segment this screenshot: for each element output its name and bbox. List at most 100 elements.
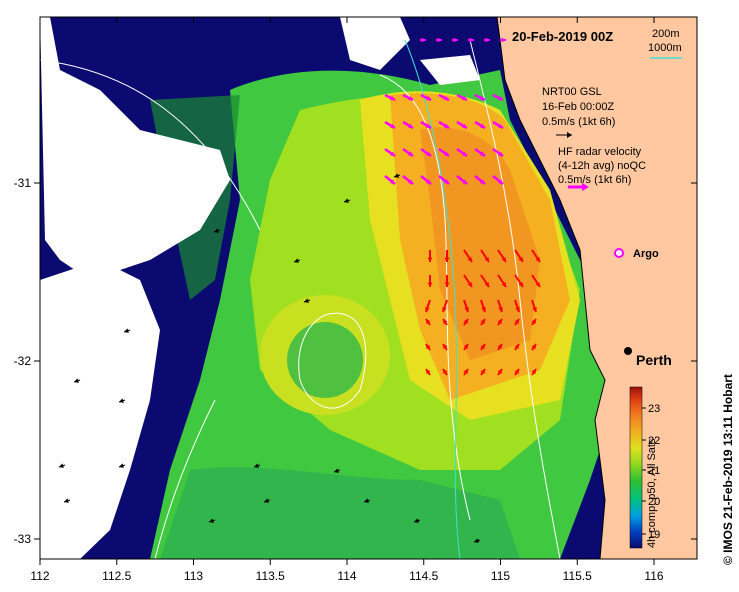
red-radar-arrow [497, 299, 503, 313]
red-radar-arrow [442, 299, 448, 313]
velocity-arrows [58, 37, 541, 543]
red-radar-arrow [531, 318, 537, 326]
radar-arrow [402, 147, 414, 158]
model-arrow [413, 518, 421, 523]
radar-arrow [438, 175, 450, 185]
red-radar-arrow [480, 318, 486, 326]
radar-arrow [384, 175, 396, 185]
land [496, 17, 697, 559]
eddy-contour [298, 312, 367, 409]
isobath-200m [40, 59, 261, 231]
radar-arrow [492, 120, 504, 130]
radar-arrow [474, 120, 486, 130]
radar-arrow [420, 147, 432, 158]
x-axis: 112 112.5 113 113.5 114 114.5 115 115.5 116 [30, 17, 664, 583]
depth-legend-200m: 200m [652, 28, 680, 40]
cloud-west [40, 260, 160, 559]
credit-label: © IMOS 21-Feb-2019 13:11 Hobart [721, 374, 735, 565]
red-radar-arrow [427, 275, 433, 287]
radar-arrow [384, 93, 396, 102]
model-legend-line3: 0.5m/s (1kt 6h) [542, 116, 615, 128]
radar-arrow [474, 147, 486, 158]
red-radar-arrow [425, 299, 431, 313]
radar-legend-arrow [568, 183, 589, 191]
radar-arrow [456, 147, 468, 158]
radar-arrow [438, 147, 450, 158]
red-radar-arrow [497, 343, 503, 351]
colorbar-tick-label: 21 [648, 465, 660, 477]
isobath-west [154, 399, 216, 559]
map-field [40, 17, 697, 559]
red-radar-arrow [463, 274, 473, 288]
model-arrow [118, 398, 126, 403]
red-radar-arrow [463, 318, 469, 326]
red-radar-arrow [531, 249, 541, 263]
x-tick-label: 115 [491, 569, 510, 583]
red-radar-arrow [497, 368, 503, 376]
x-tick-label: 114 [337, 569, 356, 583]
colorbar-ticks: 23 22 21 20 19 [642, 403, 660, 541]
colorbar-tick-label: 20 [648, 496, 660, 508]
cloud-top-2 [420, 55, 480, 85]
colorbar-label: 4h comp, p50, All Sats [646, 438, 658, 548]
isobath-1000m [404, 39, 461, 559]
red-radar-arrow [480, 299, 486, 313]
radar-arrow [474, 175, 486, 185]
x-tick-label: 112.5 [102, 569, 131, 583]
radar-legend-line1: HF radar velocity [558, 146, 642, 158]
red-radar-arrow [427, 250, 433, 262]
red-radar-arrow [531, 299, 537, 313]
radar-arrow [492, 147, 504, 158]
cloud-north [40, 17, 230, 280]
radar-arrow [420, 175, 432, 185]
x-tick-label: 115.5 [563, 569, 592, 583]
argo-marker [614, 248, 624, 258]
radar-arrow [420, 93, 432, 102]
radar-arrow [402, 175, 414, 185]
colorbar-tick-label: 19 [648, 529, 660, 541]
model-legend-arrow [556, 132, 572, 138]
x-tick-label: 114.5 [409, 569, 438, 583]
red-radar-arrow [480, 249, 490, 263]
eddy-core [287, 322, 363, 398]
red-radar-arrow [497, 274, 507, 288]
model-arrow [343, 198, 351, 203]
model-arrow [253, 463, 261, 468]
isobath-200m-3 [469, 39, 561, 559]
red-radar-arrow [425, 318, 431, 326]
colorbar-tick-label: 22 [648, 435, 660, 447]
red-radar-arrow [514, 274, 524, 288]
red-radar-arrow [531, 274, 541, 288]
red-radar-arrow [442, 343, 448, 351]
red-radar-arrow [514, 368, 520, 376]
y-tick-label: -31 [14, 176, 32, 190]
red-radar-arrow [514, 249, 524, 263]
radar-arrow [484, 37, 490, 43]
red-radar-arrow [497, 249, 507, 263]
red-radar-arrow [444, 250, 450, 262]
x-tick-label: 113.5 [256, 569, 285, 583]
model-arrow [473, 538, 481, 543]
model-arrow [58, 463, 66, 468]
red-radar-arrow [442, 318, 448, 326]
x-tick-label: 116 [644, 569, 663, 583]
radar-arrow [420, 37, 426, 43]
model-arrow [63, 498, 71, 503]
red-radar-arrow [480, 274, 490, 288]
argo-label: Argo [633, 248, 659, 260]
perth-marker [624, 347, 632, 355]
model-arrow [393, 173, 401, 178]
date-label: 20-Feb-2019 00Z [512, 29, 613, 44]
red-radar-arrow [480, 343, 486, 351]
colorbar [629, 386, 643, 549]
x-tick-label: 113 [184, 569, 203, 583]
model-arrow [303, 298, 311, 303]
red-radar-arrow [425, 368, 431, 376]
depth-legend-1000m: 1000m [648, 42, 682, 54]
isobath-200m-2 [379, 74, 471, 521]
radar-legend-line2: (4-12h avg) noQC [558, 160, 646, 172]
radar-arrow [384, 120, 396, 130]
radar-arrow [402, 120, 414, 130]
red-radar-arrow [531, 343, 537, 351]
red-radar-arrow [442, 368, 448, 376]
